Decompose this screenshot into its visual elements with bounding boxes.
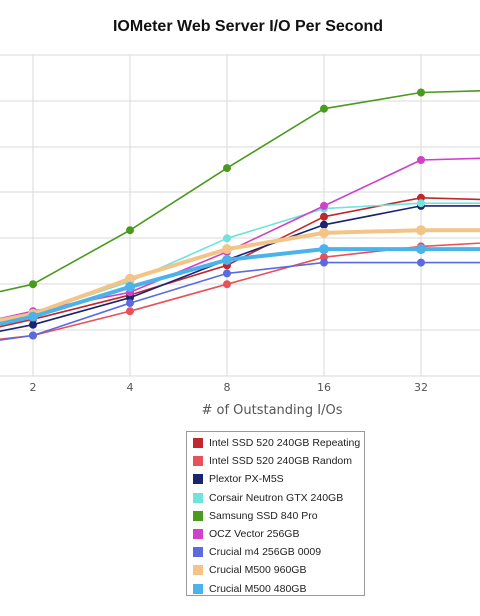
series-3 (0, 199, 480, 323)
data-point (29, 320, 37, 329)
data-point (29, 280, 37, 289)
data-point (222, 244, 232, 255)
legend-swatch (193, 529, 203, 540)
data-point (417, 258, 425, 267)
data-point (416, 225, 426, 236)
legend-item: Crucial m4 256GB 0009 (187, 543, 364, 561)
x-tick-label: 4 (127, 381, 134, 394)
legend-label: Crucial M500 960GB (209, 564, 307, 577)
legend-swatch (193, 510, 203, 521)
data-point (28, 311, 38, 322)
series-line (0, 90, 480, 293)
series-4 (0, 88, 480, 293)
data-point (223, 280, 231, 289)
legend-item: OCZ Vector 256GB (187, 525, 364, 543)
x-tick-label: 8 (224, 381, 231, 394)
series-lines (0, 88, 480, 341)
data-point (417, 199, 425, 208)
data-point (320, 220, 328, 229)
data-point (416, 244, 426, 255)
legend-label: OCZ Vector 256GB (209, 528, 300, 541)
legend-label: Samsung SSD 840 Pro (209, 509, 318, 522)
series-line (0, 197, 480, 328)
data-point (126, 299, 134, 308)
data-point (320, 258, 328, 267)
x-tick-label: 2 (30, 381, 37, 394)
chart-title: IOMeter Web Server I/O Per Second (112, 18, 384, 35)
legend-item: Crucial M500 960GB (187, 561, 364, 579)
series-7 (0, 225, 480, 323)
legend-swatch (193, 565, 203, 576)
data-point (126, 226, 134, 235)
legend-item: Crucial M500 480GB (187, 580, 364, 598)
legend-swatch (193, 583, 203, 594)
data-point (417, 156, 425, 164)
legend-label: Intel SSD 520 240GB Repeating (209, 437, 361, 450)
series-line (0, 228, 480, 323)
data-point (223, 269, 231, 278)
data-point (223, 164, 231, 173)
grid-lines (0, 54, 480, 377)
x-axis-label: # of Outstanding I/Os (201, 403, 342, 418)
legend-item: Intel SSD 520 240GB Repeating (187, 434, 364, 452)
x-tick-label: 16 (317, 381, 331, 394)
legend-label: Corsair Neutron GTX 240GB (209, 491, 344, 504)
legend-label: Crucial M500 480GB (209, 582, 307, 595)
data-point (320, 104, 328, 113)
data-point (125, 281, 135, 292)
legend-swatch (193, 456, 203, 467)
legend-label: Intel SSD 520 240GB Random (209, 455, 353, 468)
legend-item: Plextor PX-M5S (187, 470, 364, 488)
data-point (126, 307, 134, 316)
legend-item: Samsung SSD 840 Pro (187, 507, 364, 525)
data-point (29, 331, 37, 340)
data-point (125, 273, 135, 284)
legend-swatch (193, 474, 203, 485)
data-point (320, 201, 328, 210)
x-tick-labels: 2 4 8 16 32 (30, 381, 429, 394)
data-point (319, 227, 329, 238)
legend-swatch (193, 547, 203, 558)
legend-label: Plextor PX-M5S (209, 473, 284, 486)
legend-swatch (193, 492, 203, 503)
series-0 (0, 193, 480, 328)
data-point (417, 88, 425, 97)
legend-swatch (193, 438, 203, 449)
data-point (319, 244, 329, 255)
legend: Intel SSD 520 240GB Repeating Intel SSD 5… (186, 431, 365, 596)
data-point (223, 234, 231, 243)
series-8 (0, 244, 480, 326)
legend-item: Corsair Neutron GTX 240GB (187, 489, 364, 507)
legend-label: Crucial m4 256GB 0009 (209, 546, 322, 559)
series-line (0, 202, 480, 323)
series-6 (0, 258, 480, 341)
data-point (222, 254, 232, 265)
legend-item: Intel SSD 520 240GB Random (187, 452, 364, 470)
x-tick-label: 32 (414, 381, 428, 394)
data-point (320, 212, 328, 221)
